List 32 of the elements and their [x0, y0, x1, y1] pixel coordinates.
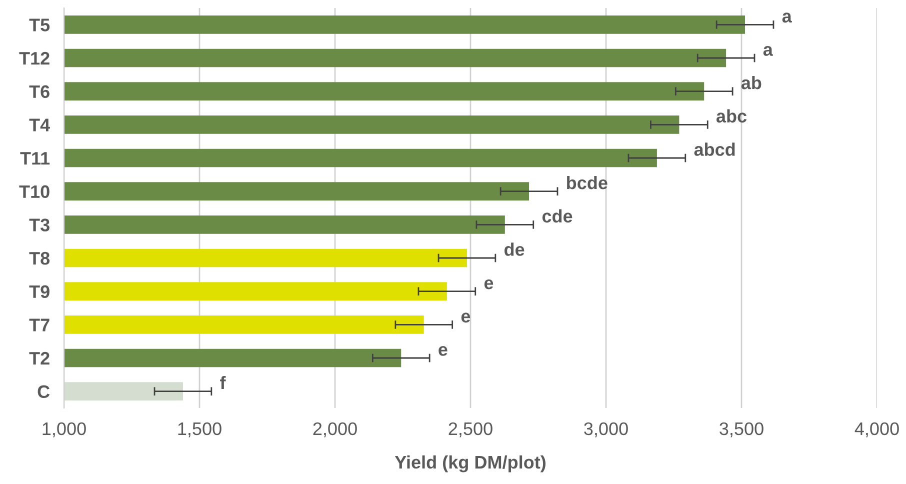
x-tick-label: 4,000 — [854, 422, 899, 438]
y-tick-label: T5 — [29, 18, 50, 32]
y-tick-label: T6 — [29, 85, 50, 98]
y-tick-label: T9 — [29, 285, 50, 298]
annotation: a — [782, 12, 792, 23]
annotation: f — [220, 376, 226, 390]
y-tick-label: T11 — [20, 152, 50, 165]
y-tick-label: T4 — [29, 118, 50, 132]
annotation: bcde — [567, 176, 608, 190]
x-tick-label: 2,000 — [313, 422, 357, 438]
x-tick-label: 3,500 — [720, 422, 764, 438]
annotation: abcd — [694, 142, 735, 156]
annotation: ab — [741, 76, 762, 90]
y-tick-label: C — [38, 385, 50, 398]
annotation: e — [484, 279, 494, 290]
y-tick-label: T8 — [29, 252, 50, 265]
annotation: a — [763, 46, 773, 56]
annotation: e — [461, 312, 470, 323]
x-tick-label: 1,000 — [42, 422, 86, 438]
x-tick-label: 2,500 — [448, 422, 492, 438]
y-tick-label: T7 — [29, 318, 50, 332]
y-tick-label: T2 — [29, 352, 50, 365]
y-tick-label: T3 — [29, 218, 50, 232]
x-tick-label: 1,500 — [178, 422, 222, 438]
y-tick-label: T10 — [19, 185, 50, 198]
y-tick-label: T12 — [19, 52, 50, 65]
annotation: de — [504, 242, 524, 256]
x-tick-label: 3,000 — [584, 422, 628, 438]
annotation: abc — [716, 109, 747, 123]
annotation: e — [438, 346, 448, 356]
x-axis-title: Yield (kg DM/plot) — [394, 455, 546, 472]
annotation: cde — [542, 209, 572, 223]
